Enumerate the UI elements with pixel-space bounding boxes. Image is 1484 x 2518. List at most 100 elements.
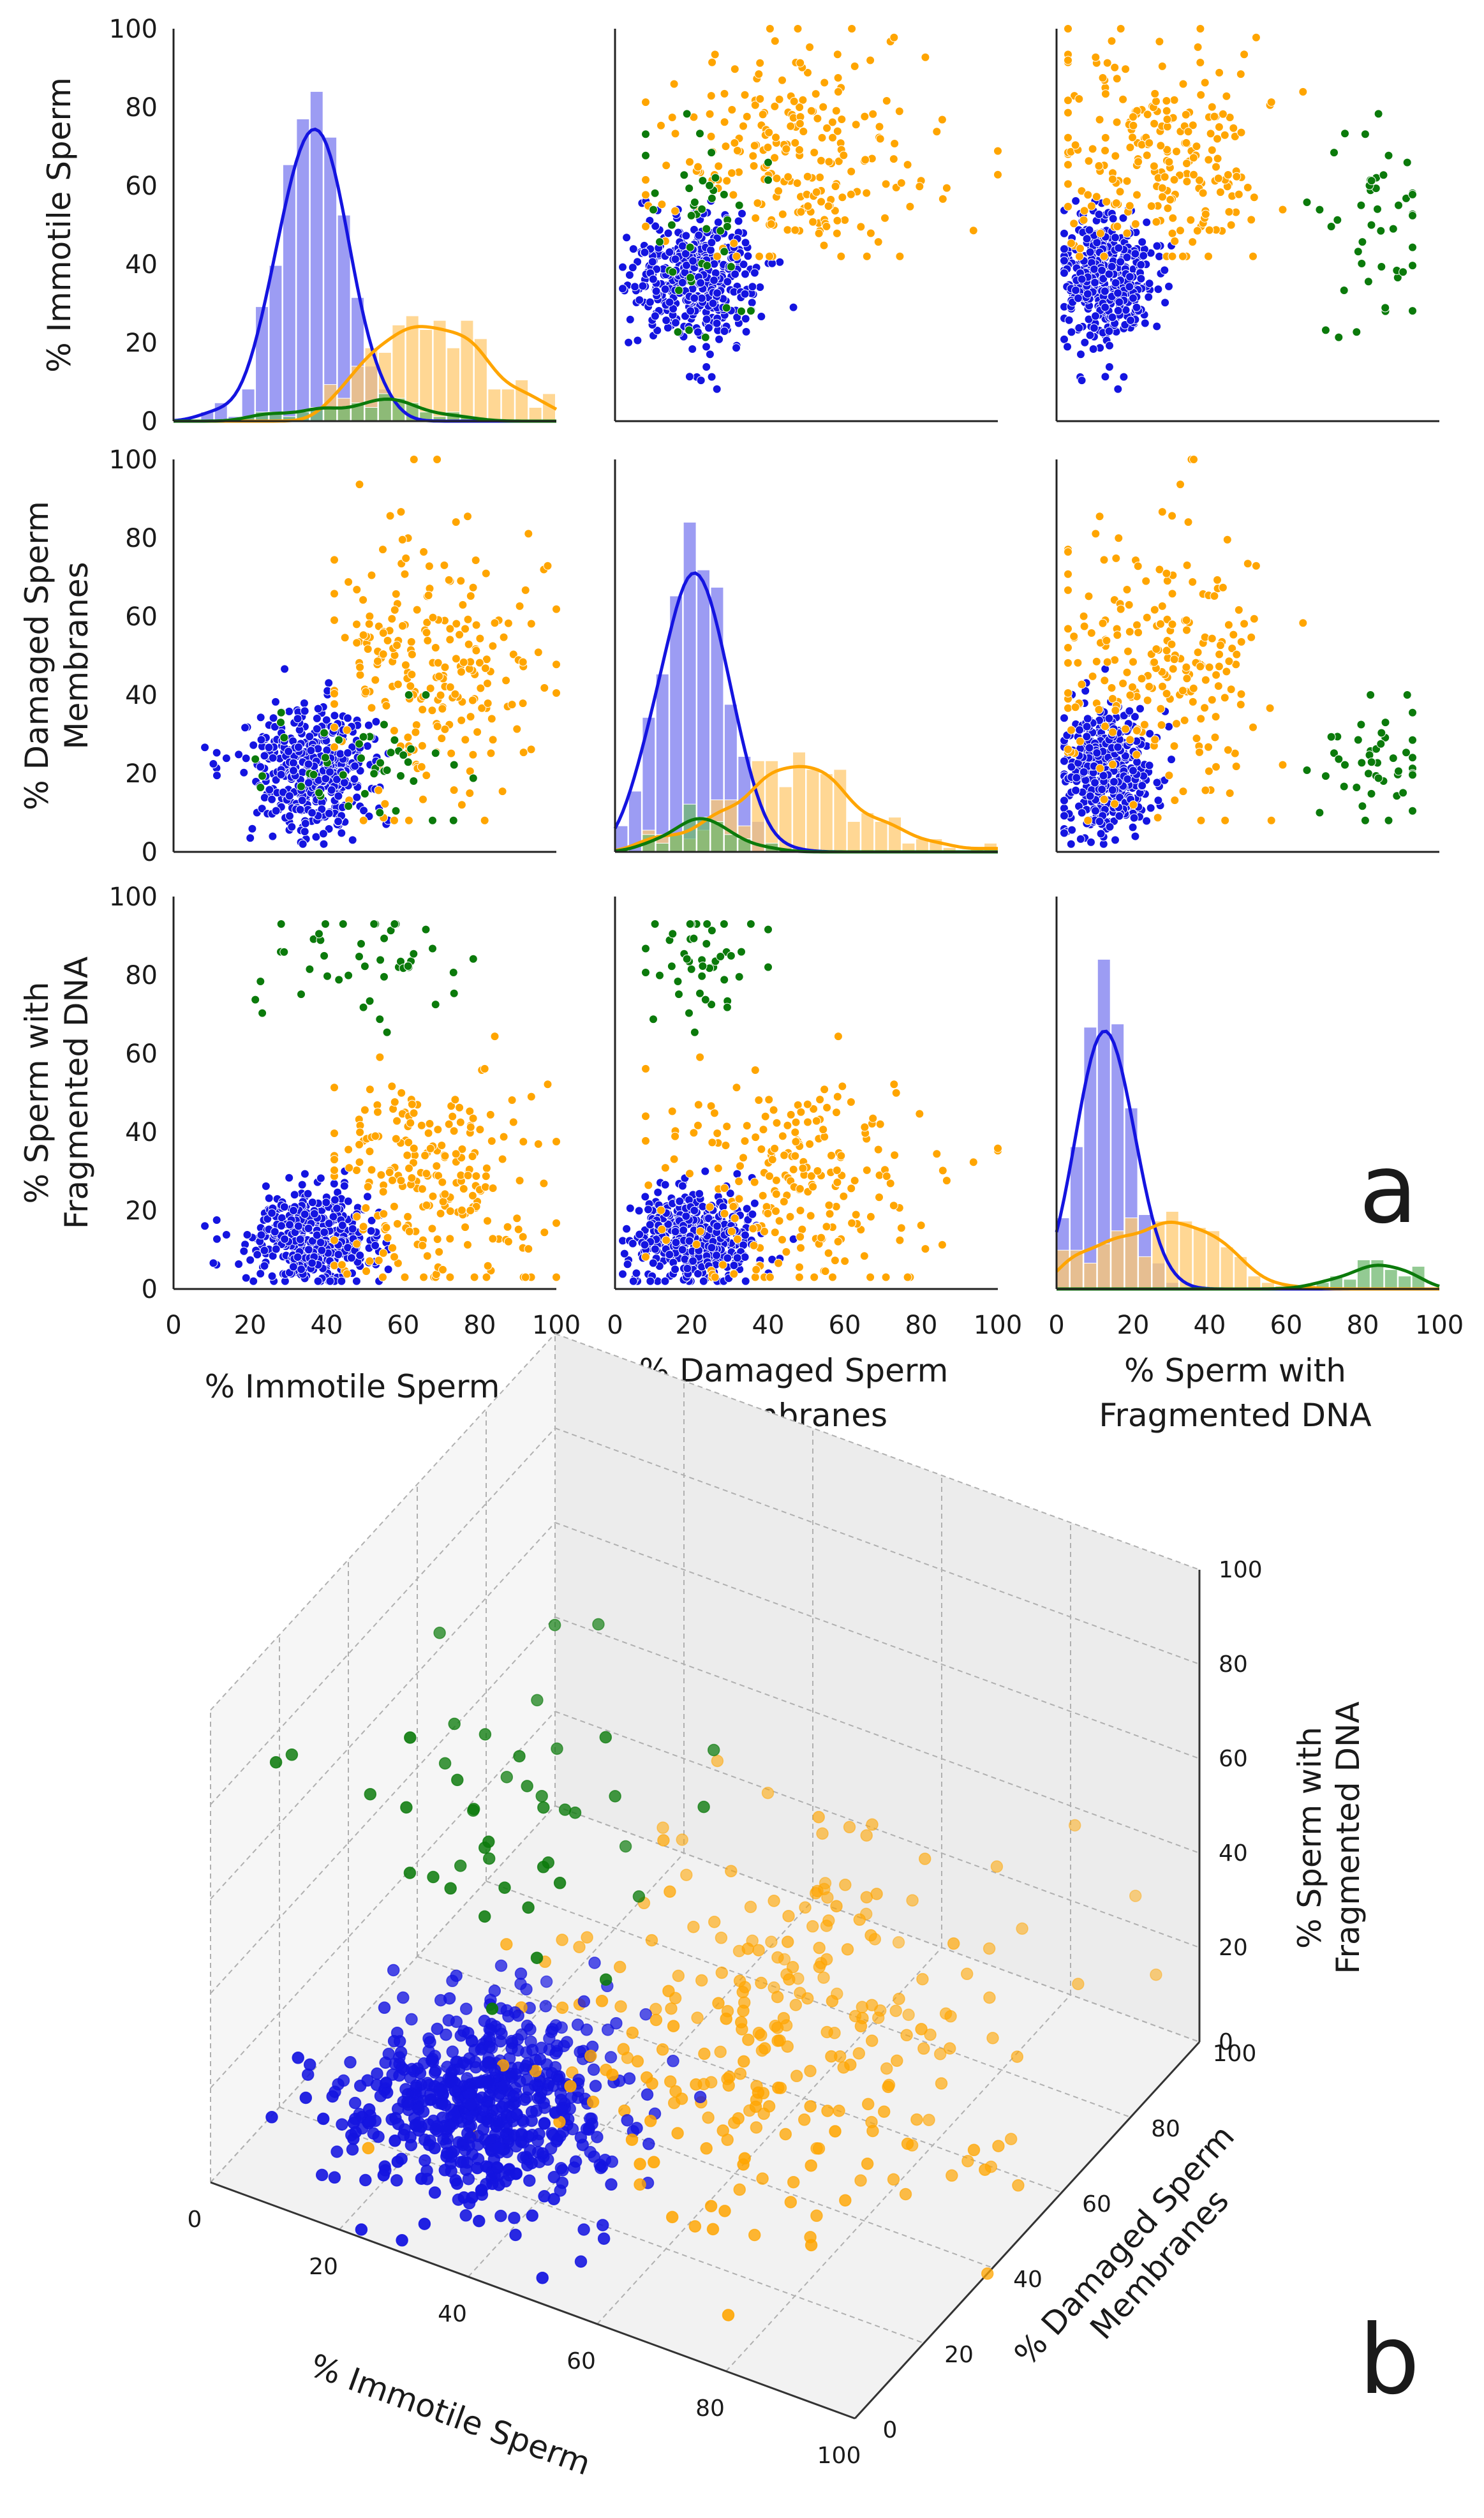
scatter-point-cluster-green: [675, 287, 683, 295]
scatter-point-cluster-orange: [388, 615, 396, 623]
scatter-point-cluster-blue: [222, 754, 230, 763]
scatter-point-cluster-green: [1403, 158, 1411, 167]
scatter3d-point-cluster-orange: [982, 2268, 993, 2279]
scatter-point-cluster-green: [251, 755, 260, 763]
scatter-point-cluster-orange: [694, 163, 702, 171]
scatter-point-cluster-orange: [388, 1082, 396, 1091]
scatter-point-cluster-orange: [1101, 676, 1109, 685]
scatter-point-cluster-blue: [1105, 363, 1113, 371]
scatter3d-point-cluster-orange: [944, 2043, 956, 2054]
scatter-point-cluster-orange: [1221, 816, 1229, 824]
scatter-point-cluster-orange: [876, 1120, 884, 1128]
scatter-point-cluster-orange: [519, 658, 527, 666]
scatter-point-cluster-blue: [1091, 278, 1099, 287]
scatter-point-cluster-blue: [246, 1256, 255, 1264]
scatter-point-cluster-orange: [1123, 229, 1131, 237]
scatter3d-point-cluster-orange: [749, 2230, 761, 2241]
scatter-point-cluster-green: [392, 807, 400, 815]
hist-bar-cluster-orange: [516, 380, 528, 421]
scatter-point-cluster-blue: [665, 298, 674, 306]
scatter-point-cluster-blue: [289, 759, 297, 767]
scatter-point-cluster-orange: [671, 207, 679, 215]
scatter-point-cluster-orange: [708, 58, 716, 66]
scatter3d-point-cluster-blue: [599, 2154, 611, 2166]
scatter-point-cluster-orange: [1155, 38, 1164, 46]
scatter-point-cluster-green: [422, 691, 430, 699]
scatter-point-cluster-orange: [459, 658, 468, 666]
scatter3d-point-cluster-orange: [918, 2043, 930, 2054]
scatter3d-point-cluster-orange: [501, 1939, 512, 1950]
scatter3d-point-cluster-orange: [901, 2029, 912, 2041]
scatter3d-point-cluster-orange: [788, 2177, 799, 2188]
scatter-point-cluster-blue: [1078, 376, 1086, 385]
scatter-point-cluster-blue: [733, 1170, 741, 1178]
scatter-point-cluster-green: [1381, 304, 1390, 312]
scatter-point-cluster-green: [1377, 729, 1386, 737]
scatter-point-cluster-orange: [449, 1112, 457, 1121]
scatter-point-cluster-orange: [1076, 737, 1085, 745]
scatter-point-cluster-blue: [316, 1174, 325, 1182]
scatter-point-cluster-blue: [1090, 265, 1099, 273]
scatter3d-point-cluster-orange: [711, 1755, 723, 1767]
scatter-point-cluster-blue: [651, 1245, 659, 1253]
scatter-point-cluster-orange: [1192, 734, 1201, 743]
scatter-point-cluster-blue: [1098, 786, 1106, 794]
scatter-point-cluster-blue: [623, 234, 631, 242]
scatter-point-cluster-orange: [527, 745, 535, 754]
scatter-point-cluster-orange: [799, 1164, 807, 1172]
scatter-point-cluster-green: [1353, 784, 1361, 792]
scatter-point-cluster-orange: [413, 606, 421, 614]
scatter-point-cluster-blue: [1078, 808, 1086, 817]
scatter-point-cluster-orange: [476, 634, 484, 643]
scatter-point-cluster-blue: [201, 1222, 209, 1230]
scatter-point-cluster-green: [1395, 767, 1403, 775]
x-tick-label: 40: [752, 1311, 785, 1340]
scatter-point-cluster-orange: [1182, 110, 1190, 119]
scatter-point-cluster-orange: [1189, 578, 1197, 586]
scatter3d-point-cluster-orange: [723, 2071, 735, 2083]
scatter-point-cluster-blue: [313, 714, 321, 722]
scatter3d-point-cluster-orange: [715, 2046, 726, 2058]
scatter-point-cluster-blue: [265, 786, 274, 794]
scatter-point-cluster-blue: [1075, 324, 1083, 332]
scatter-point-cluster-orange: [419, 1241, 427, 1249]
scatter-point-cluster-orange: [500, 1133, 508, 1141]
scatter-point-cluster-blue: [628, 264, 637, 272]
scatter-point-cluster-orange: [513, 725, 521, 733]
scatter-point-cluster-green: [1374, 774, 1383, 782]
scatter3d-point-cluster-green: [633, 1891, 644, 1902]
scatter-point-cluster-orange: [1095, 115, 1104, 124]
scatter-point-cluster-orange: [1108, 175, 1117, 183]
scatter-point-cluster-orange: [847, 1098, 855, 1106]
scatter-point-cluster-orange: [792, 1118, 800, 1126]
scatter-point-cluster-orange: [553, 605, 561, 613]
scatter3d-point-cluster-orange: [979, 2164, 991, 2175]
scatter-point-cluster-blue: [708, 239, 716, 247]
scatter-point-cluster-orange: [1064, 96, 1072, 105]
scatter-point-cluster-green: [685, 326, 694, 334]
scatter3d-point-cluster-orange: [772, 2022, 783, 2034]
scatter-point-cluster-orange: [791, 138, 799, 147]
scatter-point-cluster-blue: [325, 1219, 333, 1228]
scatter-point-cluster-orange: [765, 1096, 773, 1104]
scatter-point-cluster-orange: [376, 1053, 384, 1061]
scatter-point-cluster-blue: [1146, 804, 1155, 812]
scatter-point-cluster-blue: [304, 760, 313, 768]
scatter-point-cluster-orange: [402, 554, 410, 562]
scatter-point-cluster-green: [1358, 802, 1367, 810]
scatter-point-cluster-green: [1335, 333, 1343, 341]
scatter-point-cluster-blue: [683, 1264, 692, 1272]
scatter-point-cluster-orange: [861, 112, 869, 121]
scatter-point-cluster-orange: [489, 736, 497, 744]
scatter-point-cluster-orange: [896, 252, 904, 260]
scatter3d-point-cluster-orange: [817, 1828, 828, 1839]
scatter-point-cluster-orange: [381, 800, 389, 808]
scatter-point-cluster-blue: [1136, 704, 1145, 713]
scatter-point-cluster-orange: [896, 1236, 904, 1244]
scatter-point-cluster-orange: [1138, 140, 1146, 149]
y-tick-label: 100: [109, 883, 158, 912]
scatter-point-cluster-orange: [933, 128, 941, 136]
scatter-point-cluster-blue: [706, 246, 715, 255]
scatter3d-point-cluster-green: [593, 1619, 604, 1630]
scatter-point-cluster-orange: [464, 615, 472, 623]
